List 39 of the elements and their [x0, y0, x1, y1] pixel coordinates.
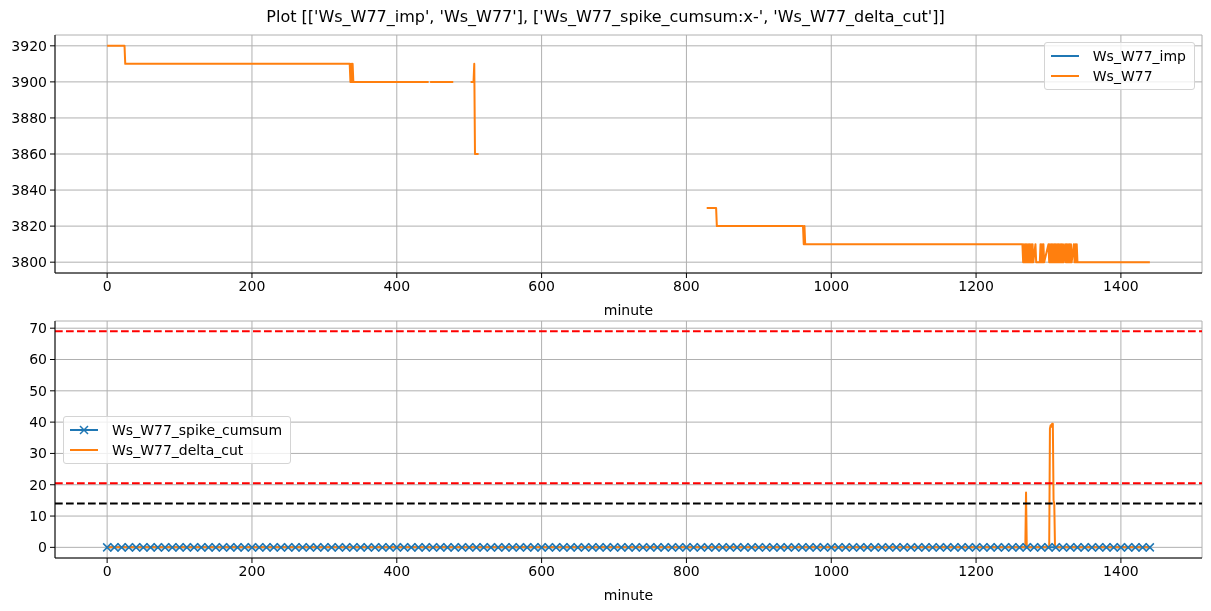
y-tick-label: 70	[29, 320, 47, 337]
x-tick-label: 0	[102, 277, 112, 294]
y-tick-label: 40	[29, 414, 47, 431]
x-tick-label: 1400	[1103, 277, 1139, 294]
x-axis-title: minute	[603, 302, 654, 318]
y-tick-label: 3860	[11, 145, 47, 162]
y-tick-label: 3820	[11, 218, 47, 235]
chart-title: Plot [['Ws_W77_imp', 'Ws_W77'], ['Ws_W77_spike_cumsum:x-', 'Ws_W77_delta_cut']]	[265, 7, 946, 26]
y-tick-label: 0	[38, 539, 47, 556]
x-tick-label: 1000	[813, 277, 850, 294]
x-tick-label: 800	[673, 562, 700, 579]
x-tick-label: 1200	[958, 562, 994, 579]
legend-label: Ws_W77	[1092, 67, 1153, 86]
y-tick-label: 30	[29, 445, 47, 462]
x-tick-label: 1200	[958, 277, 994, 294]
legend-label: Ws_W77_imp	[1092, 47, 1186, 66]
y-tick-label: 3840	[11, 182, 47, 199]
x-tick-label: 1000	[813, 562, 850, 579]
x-tick-label: 400	[383, 277, 411, 294]
y-tick-label: 10	[29, 508, 47, 525]
x-tick-label: 800	[673, 277, 700, 294]
x-tick-label: 400	[383, 562, 411, 579]
y-tick-label: 20	[29, 476, 47, 493]
y-tick-label: 3800	[11, 254, 47, 271]
legend-label: Ws_W77_spike_cumsum	[112, 420, 283, 440]
legend-label: Ws_W77_delta_cut	[112, 440, 244, 460]
x-axis-title: minute	[603, 587, 654, 603]
x-tick-label: 200	[238, 277, 266, 294]
y-tick-label: 3880	[11, 109, 47, 126]
x-tick-label: 1400	[1103, 562, 1139, 579]
x-tick-label: 0	[102, 562, 112, 579]
y-tick-label: 3920	[11, 37, 47, 54]
y-tick-label: 60	[29, 351, 47, 368]
x-tick-label: 200	[238, 562, 266, 579]
y-tick-label: 50	[29, 382, 47, 399]
x-tick-label: 600	[528, 562, 555, 579]
line-series	[106, 422, 1151, 549]
x-tick-label: 600	[528, 277, 555, 294]
y-tick-label: 3900	[11, 73, 47, 90]
